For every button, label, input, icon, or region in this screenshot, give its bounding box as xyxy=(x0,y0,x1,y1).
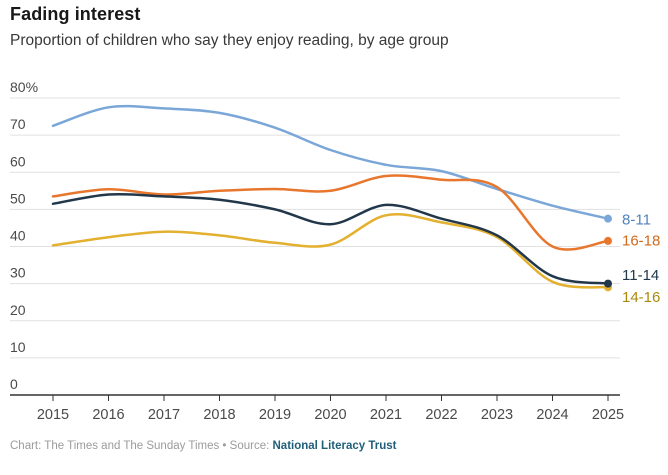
y-axis-label-20: 20 xyxy=(10,302,26,318)
x-axis-label-2025: 2025 xyxy=(592,407,624,423)
y-axis-label-0: 0 xyxy=(10,376,18,392)
footer-credit: Chart: The Times and The Sunday Times • … xyxy=(10,440,270,452)
x-axis-label-2016: 2016 xyxy=(92,407,124,423)
series-end-dot-11-14 xyxy=(604,279,612,288)
y-axis-label-50: 50 xyxy=(10,190,26,206)
x-axis-label-2018: 2018 xyxy=(203,407,235,423)
series-label-11-14: 11-14 xyxy=(622,267,659,284)
series-label-16-18: 16-18 xyxy=(622,233,660,250)
y-axis-label-30: 30 xyxy=(10,265,26,281)
x-axis-label-2022: 2022 xyxy=(425,407,457,423)
x-axis-label-2024: 2024 xyxy=(536,407,568,423)
series-label-14-16: 14-16 xyxy=(622,289,660,306)
x-axis-label-2020: 2020 xyxy=(314,407,346,423)
x-axis-label-2015: 2015 xyxy=(37,407,69,423)
series-end-dot-16-18 xyxy=(604,236,612,245)
source-link[interactable]: National Literacy Trust xyxy=(272,440,397,452)
y-axis-label-10: 10 xyxy=(10,339,26,355)
chart-title: Fading interest xyxy=(10,4,141,24)
y-axis-label-40: 40 xyxy=(10,228,26,244)
series-label-8-11: 8-11 xyxy=(622,212,651,229)
series-line-11-14 xyxy=(51,192,610,285)
y-axis-label-70: 70 xyxy=(10,116,26,132)
chart-subtitle: Proportion of children who say they enjo… xyxy=(10,32,449,49)
y-axis-label-60: 60 xyxy=(10,153,26,169)
x-axis-label-2023: 2023 xyxy=(481,407,513,423)
chart-footer: Chart: The Times and The Sunday Times • … xyxy=(10,440,396,452)
series-line-8-11 xyxy=(51,104,610,220)
x-axis-label-2021: 2021 xyxy=(370,407,402,423)
series-line-16-18 xyxy=(51,174,610,251)
y-axis-label-80: 80% xyxy=(10,79,38,95)
x-axis-label-2017: 2017 xyxy=(148,407,180,423)
line-chart: 80% 70 60 50 40 30 20 10 0 2015 2016 2017 2018 2019 20… xyxy=(10,79,660,423)
x-axis-label-2019: 2019 xyxy=(259,407,291,423)
series-end-dot-8-11 xyxy=(604,214,612,223)
series-line-14-16 xyxy=(51,213,610,289)
